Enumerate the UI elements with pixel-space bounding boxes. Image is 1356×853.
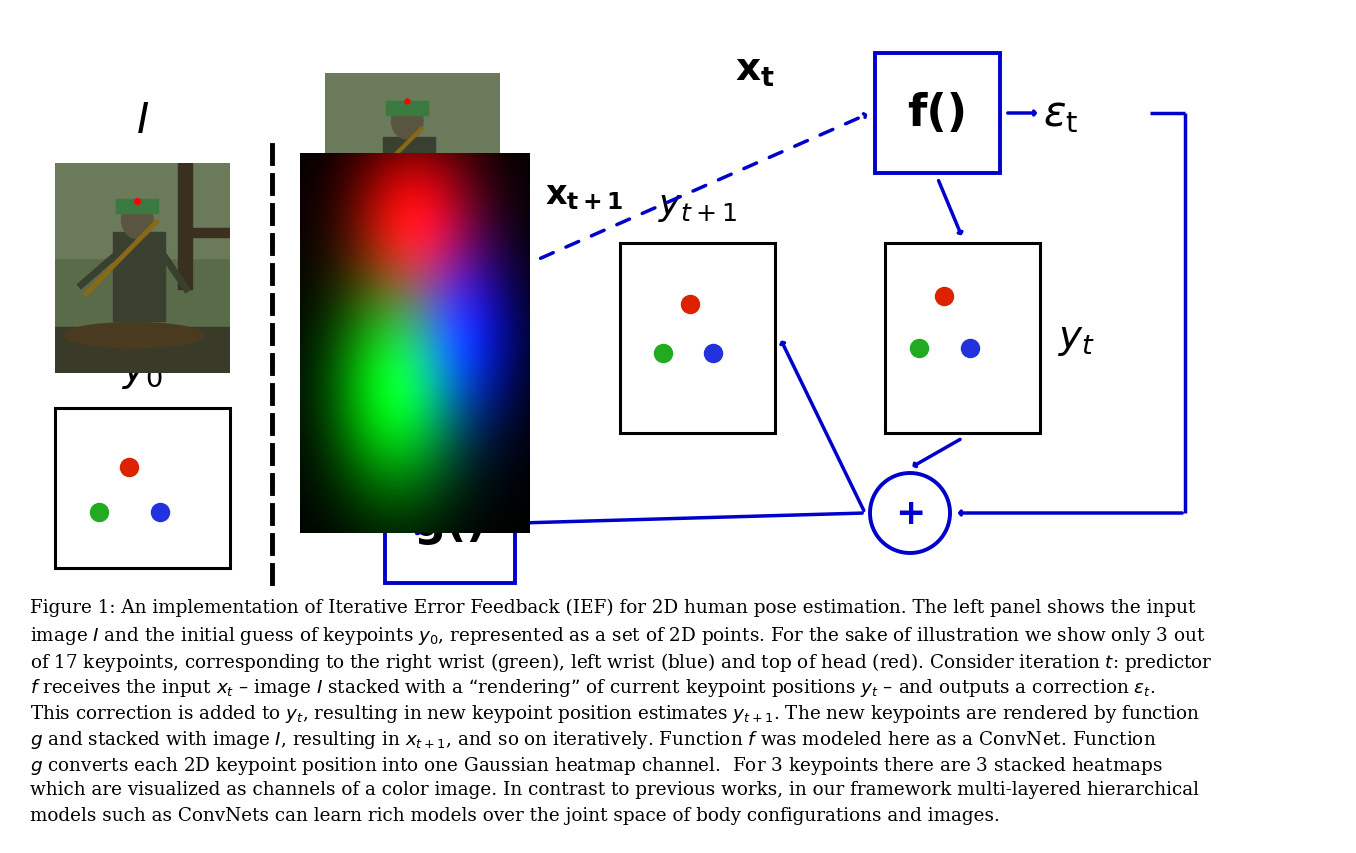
Text: $g$ and stacked with image $I$, resulting in $x_{t+1}$, and so on iteratively. F: $g$ and stacked with image $I$, resultin… (30, 728, 1157, 750)
Bar (113, 233, 165, 321)
Circle shape (392, 104, 423, 140)
Ellipse shape (64, 323, 203, 348)
Bar (875, 54, 999, 174)
Text: $g$ converts each 2D keypoint position into one Gaussian heatmap channel.  For 3: $g$ converts each 2D keypoint position i… (30, 754, 1162, 776)
Bar (56, 409, 231, 568)
Text: $y_t$: $y_t$ (1058, 320, 1096, 357)
Text: +: + (895, 496, 925, 531)
Text: g(): g() (414, 502, 487, 545)
Text: $\epsilon_\mathrm{t}$: $\epsilon_\mathrm{t}$ (1043, 93, 1078, 135)
Text: $\mathbf{x_{t+1}}$: $\mathbf{x_{t+1}}$ (545, 179, 624, 212)
Bar (186, 229, 231, 237)
Text: This correction is added to $y_t$, resulting in new keypoint position estimates : This correction is added to $y_t$, resul… (30, 702, 1200, 724)
Bar (178, 164, 191, 290)
Text: $y_{t+1}$: $y_{t+1}$ (658, 189, 738, 223)
Text: which are visualized as channels of a color image. In contrast to previous works: which are visualized as channels of a co… (30, 780, 1199, 798)
Bar (885, 244, 1040, 433)
Text: $f$ receives the input $x_t$ – image $I$ stacked with a “rendering” of current k: $f$ receives the input $x_t$ – image $I$… (30, 676, 1155, 699)
Bar (117, 200, 159, 214)
Bar (325, 74, 500, 164)
Text: models such as ConvNets can learn rich models over the joint space of body confi: models such as ConvNets can learn rich m… (30, 806, 999, 824)
Text: f(): f() (907, 92, 968, 136)
Text: of 17 keypoints, corresponding to the right wrist (green), left wrist (blue) and: of 17 keypoints, corresponding to the ri… (30, 650, 1212, 673)
Text: $\mathbf{x_t}$: $\mathbf{x_t}$ (735, 51, 774, 89)
Bar (325, 229, 500, 274)
Bar (56, 328, 231, 374)
Circle shape (122, 201, 153, 240)
Bar (382, 138, 435, 214)
Text: image $I$ and the initial guess of keypoints $y_0$, represented as a set of 2D p: image $I$ and the initial guess of keypo… (30, 624, 1205, 647)
Bar (386, 102, 428, 116)
Text: Figure 1: An implementation of Iterative Error Feedback (IEF) for 2D human pose : Figure 1: An implementation of Iterative… (30, 598, 1196, 617)
Text: $y_0$: $y_0$ (122, 352, 163, 391)
Bar (620, 244, 776, 433)
Text: $\mathit{I}$: $\mathit{I}$ (136, 100, 149, 142)
Bar (56, 164, 231, 258)
Bar (385, 463, 515, 583)
